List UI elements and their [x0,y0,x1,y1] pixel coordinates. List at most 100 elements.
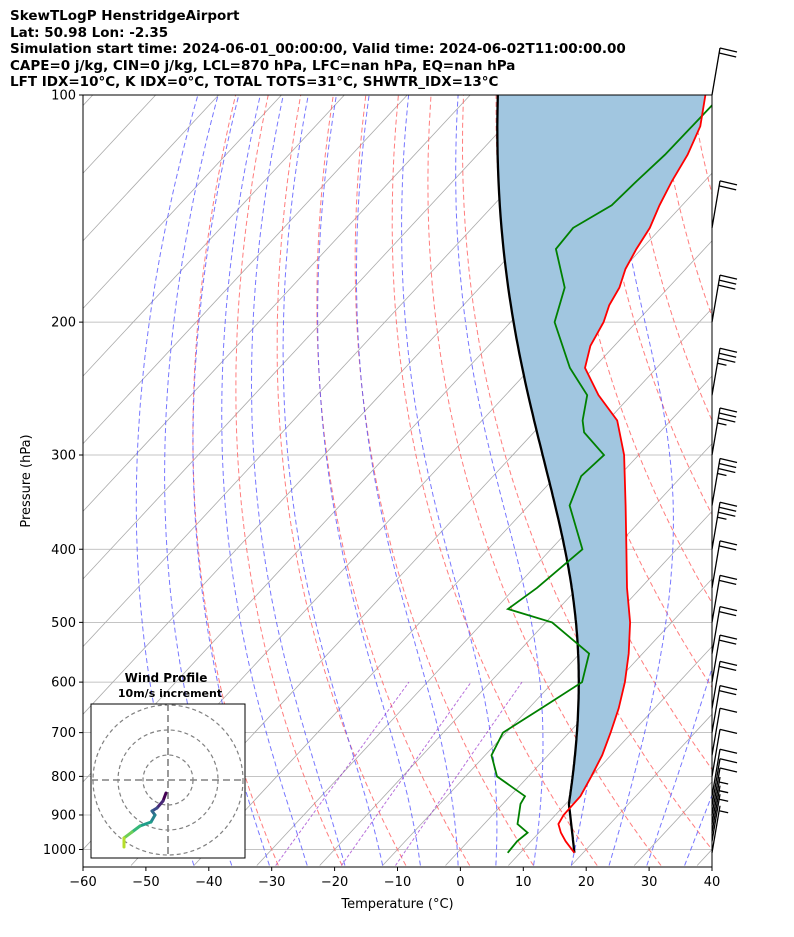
inset-title: Wind Profile [125,671,208,685]
barb-half-flag [719,810,729,814]
barb-flag [718,357,736,363]
title-station: SkewTLogP HenstridgeAirport [10,8,240,24]
barb-flag [719,665,737,671]
wind-barb [711,457,738,506]
barb-staff [711,729,721,777]
barb-half-flag [719,798,729,802]
isotherm-line [508,646,712,866]
barb-staff [711,661,721,709]
hodograph-segment [122,830,134,840]
wind-barb [711,274,738,323]
wind-barb [711,660,738,709]
barb-flag [719,501,738,507]
isotherm-line [382,510,712,866]
wind-barb [711,748,738,797]
dry-adiabat [391,95,598,866]
barb-flag [719,407,738,413]
x-tick-label: 0 [456,875,464,890]
dry-adiabat [276,95,407,866]
isotherm-line [83,95,597,648]
wind-barb [711,728,738,777]
isotherm-line [83,95,94,107]
isotherm-line [83,95,471,512]
barb-half-flag [717,472,727,477]
isotherm-line [83,95,534,580]
barb-flag [718,417,736,423]
moist-adiabat [684,793,712,866]
axes-layer: −60 −50 −40 −30 −20 −10 0 10 20 30 40 100 200 300 400 5… [19,89,720,913]
barb-staff [711,767,721,816]
mixing-ratio-line [395,681,523,866]
parcel-profile-line [496,95,580,853]
wind-barb [711,707,738,756]
x-tick-label: −20 [321,875,348,890]
wind-barb [711,501,738,550]
barb-staff [711,805,721,853]
title-cape: CAPE=0 j/kg, CIN=0 j/kg, LCL=870 hPa, LF… [10,57,516,74]
barb-staff [711,785,721,833]
barb-flag [719,684,738,691]
x-tick-label: −10 [384,875,411,890]
wind-barb [711,540,738,588]
moist-adiabat [282,95,384,866]
barb-flag [719,462,737,469]
moist-adiabat [646,666,712,866]
barb-half-flag [719,790,729,794]
barb-flag [719,52,737,58]
moist-adiabat [401,95,498,866]
x-tick-label: −40 [195,875,222,890]
barb-flag [718,467,736,474]
y-tick-label: 900 [51,808,76,823]
y-tick-label: 100 [51,89,76,104]
wind-barb [711,758,738,806]
barb-flag [719,412,737,418]
moist-adiabat [221,95,308,866]
hodograph-segment [138,820,153,828]
title-indices: LFT IDX=10°C, K IDX=0°C, TOTAL TOTS=31°C… [10,74,499,91]
barb-flag [719,347,738,353]
barb-flag [719,279,737,285]
barb-flag [719,457,738,464]
x-tick-label: 30 [641,875,658,890]
barb-staff [711,275,721,323]
title-times: Simulation start time: 2024-06-01_00:00:… [10,41,626,58]
barb-half-flag [717,516,727,520]
dry-adiabat [192,95,279,866]
wind-barb [711,574,738,623]
barb-flag [719,634,738,640]
barb-flag [719,707,738,713]
y-axis-label: Pressure (hPa) [19,434,34,527]
temperature-line [557,95,707,854]
barb-flag [719,545,737,551]
wind-barb [711,634,738,683]
barb-flag [719,274,738,280]
barb-flag [719,748,738,754]
wind-barbs [711,47,738,853]
x-tick-label: 10 [515,875,532,890]
y-tick-label: 1000 [43,843,76,858]
moist-adiabat [192,95,270,866]
barb-flag [719,579,737,586]
wind-barb [711,805,729,853]
x-tick-label: −50 [132,875,159,890]
moist-adiabat [608,95,674,866]
moist-adiabat [317,95,421,866]
barb-staff [711,180,721,228]
x-tick-label: 40 [704,875,721,890]
barb-flag [719,574,738,581]
chart-header: SkewTLogP HenstridgeAirport Lat: 50.98 L… [10,8,626,91]
barb-half-flag [717,362,727,366]
wind-barb [711,47,738,96]
hodograph-segment [130,824,142,834]
dry-adiabat [757,95,794,866]
barb-staff [711,794,721,842]
y-tick-label: 600 [51,676,76,691]
isotherm-line [83,95,408,445]
barb-flag [719,506,737,512]
title-location: Lat: 50.98 Lon: -2.35 [10,24,169,41]
barb-flag [719,540,738,546]
isotherm-line [83,95,219,242]
mixing-ratio-line [341,681,472,866]
x-axis-label: Temperature (°C) [340,897,453,912]
